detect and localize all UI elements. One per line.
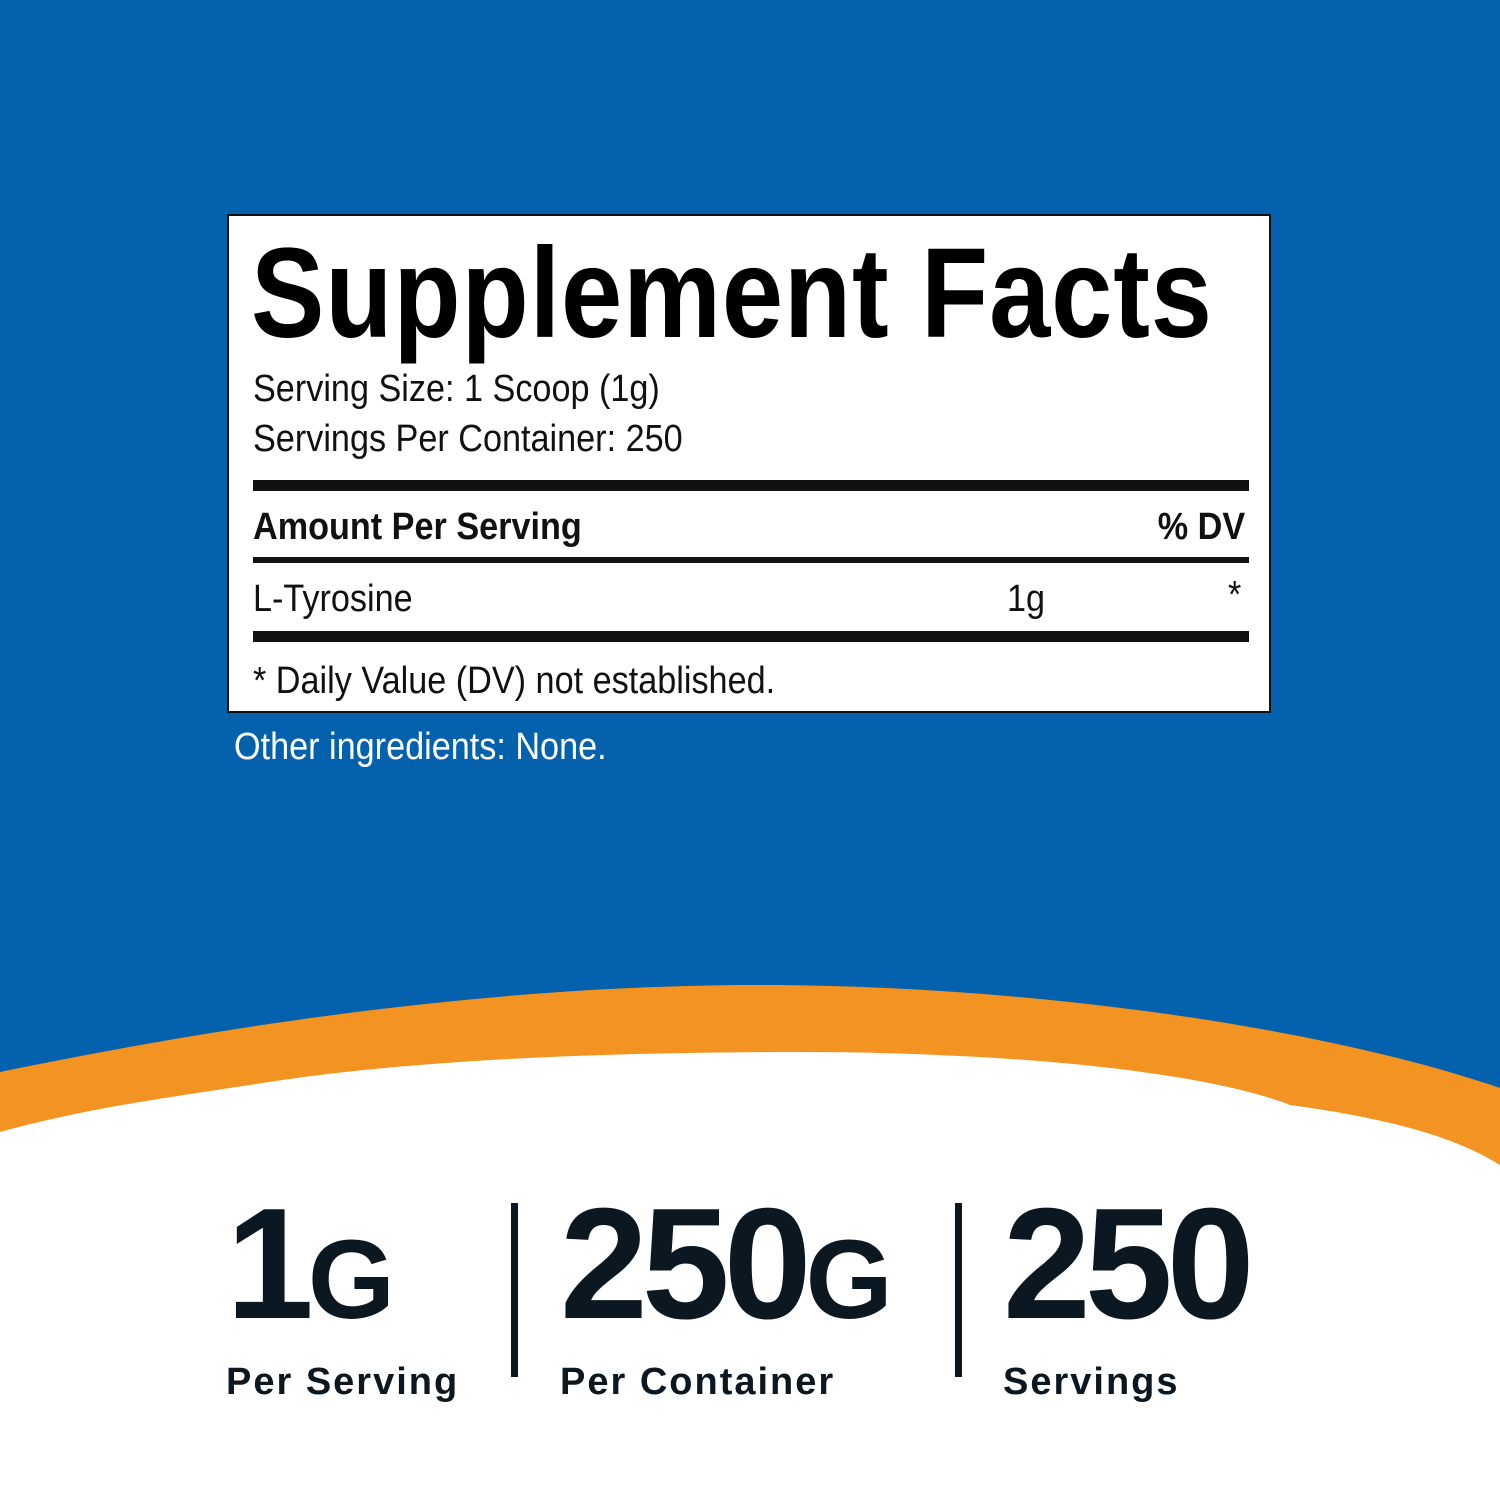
footnote: * Daily Value (DV) not established. [253, 660, 776, 702]
stat-divider [511, 1203, 518, 1377]
stat-unit: G [805, 1217, 893, 1342]
stat-value: 1 [226, 1176, 314, 1352]
stat-per-container: 250G Per Container [560, 1185, 893, 1404]
serving-size: Serving Size: 1 Scoop (1g) [253, 368, 660, 410]
ingredient-dv: * [1228, 574, 1242, 616]
stat-label: Per Serving [226, 1361, 460, 1403]
facts-title: Supplement Facts [251, 222, 1213, 365]
dv-header: % DV [1157, 506, 1245, 548]
stat-label: Servings [1003, 1361, 1180, 1403]
stat-divider [955, 1203, 962, 1377]
ingredient-name: L-Tyrosine [253, 578, 413, 620]
divider-medium [253, 557, 1249, 563]
divider-thick [253, 480, 1249, 491]
ingredient-amount: 1g [1007, 578, 1046, 620]
servings-per-container: Servings Per Container: 250 [253, 418, 683, 460]
stat-value: 250 [1003, 1176, 1255, 1352]
divider-thick [253, 631, 1249, 642]
stat-value: 250 [560, 1176, 812, 1352]
stat-unit: G [307, 1217, 395, 1342]
stat-per-serving: 1G Per Serving [226, 1185, 459, 1404]
stat-label: Per Container [560, 1361, 836, 1403]
amount-header: Amount Per Serving [253, 506, 582, 548]
white-wave [0, 1052, 1500, 1500]
other-ingredients: Other ingredients: None. [234, 726, 607, 768]
supplement-facts-panel: Supplement Facts Serving Size: 1 Scoop (… [227, 214, 1271, 713]
stat-servings: 250 Servings [1003, 1185, 1255, 1404]
